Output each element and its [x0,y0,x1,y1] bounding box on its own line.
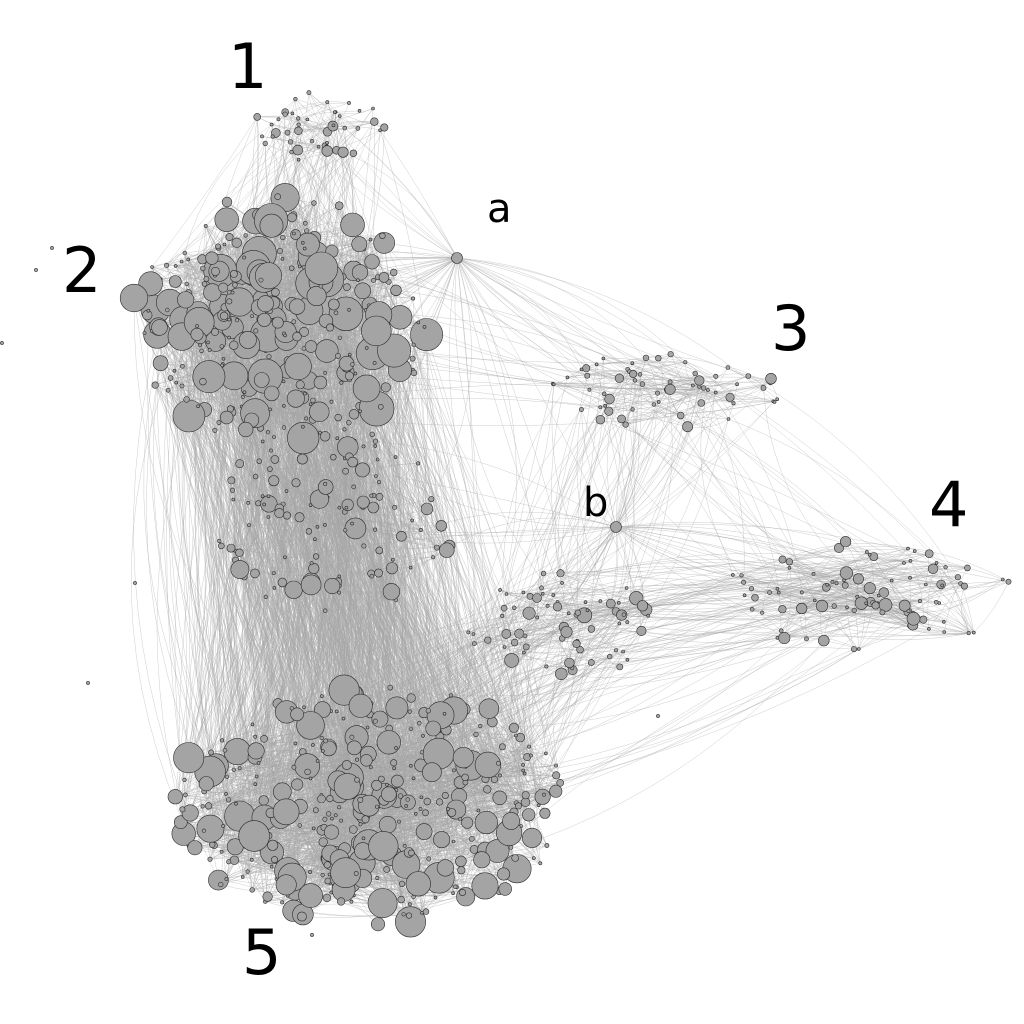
graph-edge [297,366,557,766]
graph-edge [143,302,237,804]
graph-edge [286,515,500,892]
graph-edge [257,116,328,133]
graph-edge [189,576,340,846]
graph-edge [366,317,427,750]
graph-edge [337,441,376,782]
graph-edge [254,573,461,820]
graph-edge [255,469,363,751]
graph-edge [274,459,417,814]
graph-edge [277,572,379,704]
graph-edge [307,102,328,120]
graph-edge [375,445,493,723]
graph-edge [353,486,495,780]
graph-edge [166,370,186,795]
graph-edge [252,503,326,820]
graph-edge [336,108,374,151]
graph-edge [370,239,411,568]
graph-edge [211,581,312,845]
graph-edge [152,266,205,285]
graph-edge [264,319,447,551]
graph-edge [314,539,545,795]
graph-edge [377,235,428,510]
graph-edge [188,415,300,518]
graph-edge [205,225,225,245]
graph-edge [210,511,345,753]
graph-edge [216,471,346,766]
graph-edge [244,576,441,737]
graph-edge [259,461,504,875]
graph-edge [377,459,515,728]
graph-edge [130,336,196,848]
graph-edge [268,516,433,773]
graph-edge [215,408,259,764]
graph-edge [351,523,361,694]
graph-edge [180,336,220,542]
graph-edge [334,110,360,113]
graph-edge [229,236,501,776]
graph-edge [412,358,547,754]
graph-edge [214,331,238,551]
graph-edge [157,334,188,780]
graph-edge [256,503,332,893]
graph-edge [409,545,450,712]
graph-edge [370,434,451,717]
graph-edge [296,508,428,785]
graph-edge [287,458,323,831]
graph-edge [385,457,414,779]
graph-edge [233,499,524,771]
graph-edge [176,382,396,458]
graph-edge [221,315,275,589]
graph-edge [163,390,213,845]
graph-edge [273,480,332,833]
graph-edge [285,102,350,115]
graph-edge [222,375,273,853]
graph-edge [275,111,336,134]
graph-edge [333,120,385,128]
graph-edge [284,113,337,151]
graph-edge [296,536,402,785]
graph-edge [254,573,298,715]
graph-edge [210,507,395,829]
graph-edge [287,287,348,862]
graph-edge [203,508,428,831]
graph-edge [180,508,280,823]
graph-edge [239,753,556,792]
graph-edge [432,557,524,771]
graph-edge [295,98,335,113]
graph-edge [369,591,395,715]
graph-edge [236,515,288,752]
graph-edge [194,525,442,848]
graph-edge [270,530,346,813]
graph-edge [287,572,379,871]
graph-edge [213,440,355,846]
graph-edge [263,480,280,813]
graph-edge [413,344,530,747]
graph-edge [462,845,547,893]
graph-edge [277,196,419,464]
graph-edge [196,379,265,505]
graph-edge [310,584,390,729]
graph-edge [133,297,217,779]
graph-edge [222,550,236,827]
graph-edge [234,550,258,844]
